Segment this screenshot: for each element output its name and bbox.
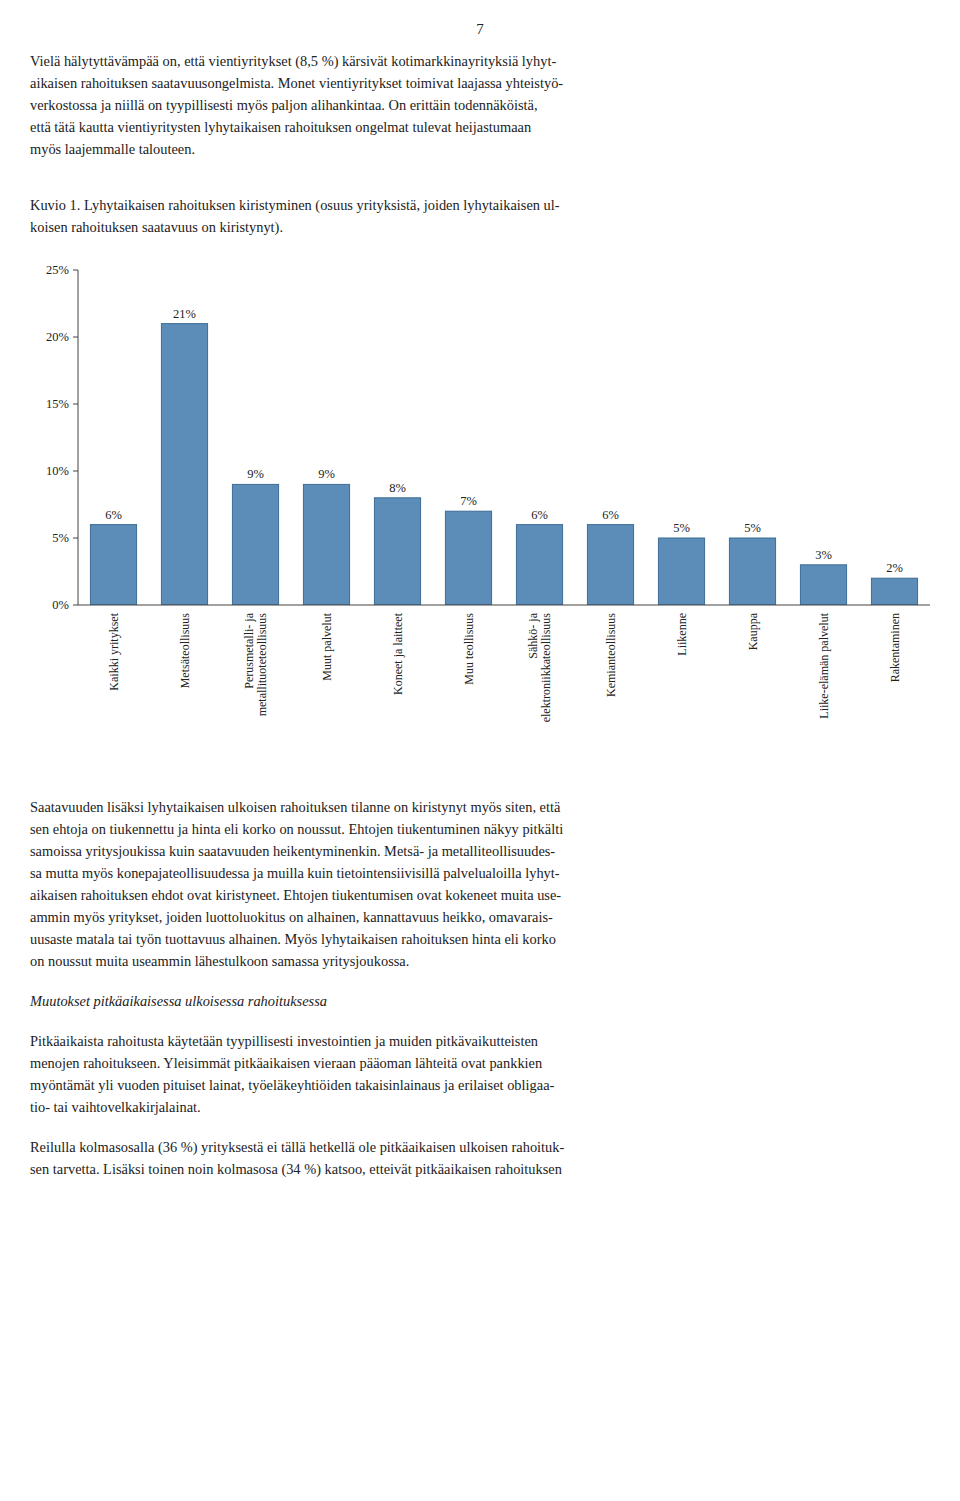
x-tick-label: Kaikki yritykset: [107, 612, 121, 690]
data-label: 8%: [389, 481, 406, 495]
bar: [445, 511, 491, 605]
paragraph-line: menojen rahoitukseen. Yleisimmät pitkäai…: [30, 1055, 542, 1071]
y-tick: [73, 471, 78, 472]
paragraph-line: myös laajemmalle talouteen.: [30, 141, 195, 157]
page: 7 Vielä hälytyttävämpää on, että vientiyr…: [0, 0, 960, 1501]
bar: [871, 578, 917, 605]
paragraph-line: ammin myös yritykset, joiden luottoluoki…: [30, 909, 553, 925]
bar: [232, 484, 278, 605]
x-tick-label-line: Rakentaminen: [888, 613, 902, 682]
paragraph-line: on noussut muita useammin lähestulkoon s…: [30, 953, 409, 969]
paragraph-line: sa mutta myös konepajateollisuudessa ja …: [30, 865, 560, 881]
y-tick-label: 15%: [46, 397, 69, 411]
bar: [303, 484, 349, 605]
y-tick-label: 10%: [46, 464, 69, 478]
x-tick-label: Sähkö- jaelektroniikkateollisuus: [526, 612, 554, 722]
paragraph-line: sen ehtoja on tiukennettu ja hinta eli k…: [30, 821, 563, 837]
x-tick-label-line: Muu teollisuus: [462, 613, 476, 685]
data-label: 21%: [173, 307, 196, 321]
x-tick-label: Liikenne: [675, 613, 689, 656]
x-tick-label-line: Liike-elämän palvelut: [817, 612, 831, 718]
x-tick-label: Kauppa: [746, 612, 760, 650]
x-tick-label: Koneet ja laitteet: [391, 612, 405, 695]
x-tick-label-line: Muut palvelut: [320, 612, 334, 680]
paragraph-line: samoissa yritysjoukissa kuin saatavuuden…: [30, 843, 555, 859]
paragraph-line: tio- tai vaihtovelkakirjalainat.: [30, 1099, 201, 1115]
paragraph-line: myöntämät yli vuoden pituiset lainat, ty…: [30, 1077, 555, 1093]
x-tick-label: Perusmetalli- jametallituoteteollisuus: [242, 612, 270, 716]
y-tick: [73, 337, 78, 338]
paragraph-line: Pitkäaikaista rahoitusta käytetään tyypi…: [30, 1033, 538, 1049]
y-tick-label: 5%: [52, 531, 69, 545]
data-label: 7%: [460, 494, 477, 508]
x-tick-label: Muut palvelut: [320, 612, 334, 680]
x-axis-line: [78, 605, 930, 606]
y-tick: [73, 404, 78, 405]
chart-title-line: koisen rahoituksen saatavuus on kiristyn…: [30, 219, 283, 236]
bar: [374, 498, 420, 605]
x-tick-label: Metsäteollisuus: [178, 613, 192, 689]
data-label: 3%: [815, 548, 832, 562]
bar: [729, 538, 775, 605]
x-tick-label-line: Kaikki yritykset: [107, 612, 121, 690]
chart-title-line: Kuvio 1. Lyhytaikaisen rahoituksen kiris…: [30, 197, 560, 214]
y-tick-label: 25%: [46, 263, 69, 277]
x-tick-label: Rakentaminen: [888, 613, 902, 682]
page-number: 7: [476, 21, 484, 37]
y-axis-line: [78, 270, 79, 605]
x-tick-label-line: Sähkö- ja: [526, 612, 540, 658]
y-tick: [73, 605, 78, 606]
paragraph-line: Saatavuuden lisäksi lyhytaikaisen ulkois…: [30, 799, 561, 815]
x-tick-label-line: Kauppa: [746, 612, 760, 650]
bar: [800, 565, 846, 605]
data-label: 2%: [886, 561, 903, 575]
bar: [658, 538, 704, 605]
data-label: 6%: [602, 508, 619, 522]
paragraph-line: aikaisen rahoituksen saatavuusongelmista…: [30, 75, 563, 91]
data-label: 9%: [247, 467, 264, 481]
paragraph-line: aikaisen rahoituksen ehdot ovat kiristyn…: [30, 887, 561, 903]
x-tick-label-line: Koneet ja laitteet: [391, 612, 405, 695]
chart-title: Kuvio 1. Lyhytaikaisen rahoituksen kiris…: [30, 197, 560, 236]
paragraph-line: että tätä kautta vientiyritysten lyhytai…: [30, 119, 531, 135]
x-tick-label-line: elektroniikkateollisuus: [539, 613, 553, 723]
y-tick: [73, 270, 78, 271]
bar: [587, 525, 633, 605]
data-label: 6%: [105, 508, 122, 522]
chart: 6% 21% 9% 9% 8% 7% 6% 6% 5% 5% 3% 2% 0% 5% 10% 15% 20% 25…: [46, 263, 930, 722]
paragraph-line: Reilulla kolmasosalla (36 %) yrityksestä…: [30, 1139, 565, 1156]
bar: [516, 525, 562, 605]
data-label: 6%: [531, 508, 548, 522]
x-tick-label-line: Kemianteollisuus: [604, 613, 618, 697]
y-tick: [73, 538, 78, 539]
data-label: 5%: [744, 521, 761, 535]
x-tick-label: Muu teollisuus: [462, 613, 476, 685]
bar: [161, 324, 207, 605]
bar: [90, 525, 136, 605]
y-tick-label: 0%: [52, 598, 69, 612]
y-tick-label: 20%: [46, 330, 69, 344]
x-tick-label-line: Liikenne: [675, 613, 689, 656]
paragraph-line: uusaste matala tai työn tuottavuus alhai…: [30, 931, 556, 947]
x-tick-label-line: Metsäteollisuus: [178, 613, 192, 689]
x-tick-label: Kemianteollisuus: [604, 613, 618, 697]
x-tick-label-line: metallituoteteollisuus: [255, 613, 269, 717]
x-tick-label-line: Perusmetalli- ja: [242, 612, 256, 688]
data-label: 5%: [673, 521, 690, 535]
bars: [90, 324, 917, 605]
paragraph-line: verkostossa ja niillä on tyypillisesti m…: [30, 97, 538, 113]
paragraph-line: sen tarvetta. Lisäksi toinen noin kolmas…: [30, 1161, 562, 1178]
paragraph-line: Vielä hälytyttävämpää on, että vientiyri…: [30, 53, 556, 70]
section-heading: Muutokset pitkäaikaisessa ulkoisessa rah…: [29, 993, 327, 1009]
x-tick-label: Liike-elämän palvelut: [817, 612, 831, 718]
data-label: 9%: [318, 467, 335, 481]
